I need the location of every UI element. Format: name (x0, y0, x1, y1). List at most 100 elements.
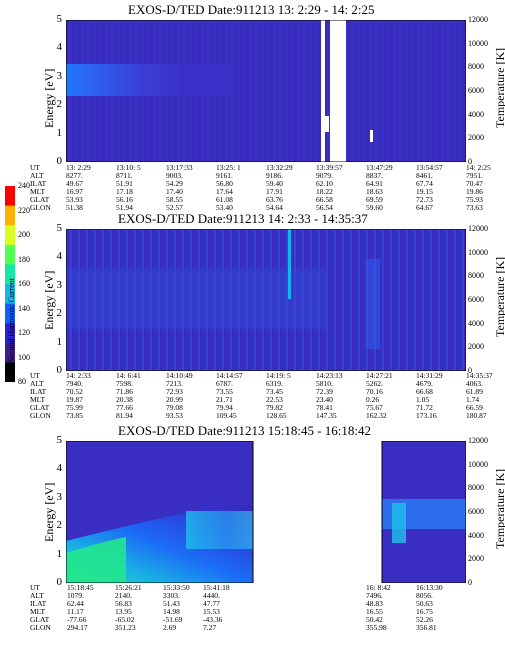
panel1-table-label: ALT (30, 171, 44, 180)
panel1-white-dash-b (370, 130, 373, 142)
panel3-table-label: UT (30, 583, 40, 592)
panel3-plot (66, 441, 466, 583)
panel2-table-cell: 128.65 (266, 411, 287, 420)
panel1-table-cell: 53.93 (66, 195, 83, 204)
panel3-band-high (186, 511, 253, 549)
panel3-ytick: 3 (56, 490, 63, 503)
panel1-table-cell: 64.67 (416, 203, 433, 212)
panel2-table-cell: 61.89 (466, 387, 483, 396)
panel1-table-label: GLAT (30, 195, 50, 204)
panel2-table-cell: 147.35 (316, 411, 337, 420)
panel2-table-cell: 1.05 (416, 395, 430, 404)
panel1-table-cell: 19.86 (466, 187, 483, 196)
panel2-ytick: 2 (56, 307, 63, 320)
colorbar-segment (5, 303, 15, 324)
panel2-ytick: 1 (56, 335, 63, 348)
panel3-table: UT ALT ILAT MLT GLAT GLON 15:18:45 1079. 62.44 11… (30, 583, 500, 636)
panel3-table-cell: 56.83 (115, 599, 132, 608)
panel1-white-gap-a (321, 20, 325, 162)
panel2-table-cell: 14:10:49 (166, 371, 193, 380)
panel1-table-cell: 13: 2:29 (66, 163, 91, 172)
panel2-table-cell: 180.87 (466, 411, 487, 420)
panel1-ytick: 2 (56, 98, 63, 111)
panel3-table-cell: 7.27 (203, 623, 217, 632)
panel3-table-label: MLT (30, 607, 46, 616)
panel1-ytick-right: 6000 (468, 86, 484, 95)
panel1-ytick: 4 (56, 41, 63, 54)
panel1-table-cell: 17.64 (216, 187, 233, 196)
panel2-table-cell: 7213. (166, 379, 183, 388)
panel1-table-cell: 72.73 (416, 195, 433, 204)
panel1-table-cell: 17.18 (116, 187, 133, 196)
panel3-ytick-right: 6000 (468, 507, 484, 516)
panel3-table-cell: 15:33:50 (163, 583, 190, 592)
panel1-table-cell: 51.94 (116, 203, 133, 212)
panel1-table-cell: 56.16 (116, 195, 133, 204)
panel1-table-cell: 14: 2:25 (466, 163, 491, 172)
panel2-ytick-right: 6000 (468, 295, 484, 304)
panel2-table-cell: 22.53 (266, 395, 283, 404)
panel2-table-label: ALT (30, 379, 44, 388)
panel3-ytick-right: 4000 (468, 530, 484, 540)
panel2-table-cell: 66.59 (466, 403, 483, 412)
panel1-table-label: MLT (30, 187, 46, 196)
panel2-table-cell: 21.71 (216, 395, 233, 404)
panel1-table-cell: 13:17:33 (166, 163, 193, 172)
panel2-table-cell: 73.55 (216, 387, 233, 396)
panel2-ytick-right: 12000 (468, 224, 488, 233)
panel2-band (66, 269, 326, 329)
panel2-ytick-right: 8000 (468, 271, 484, 281)
panel1-table-cell: 13:25: 1 (216, 163, 241, 172)
panel2-table-cell: 93.53 (166, 411, 183, 420)
colorbar-segment (5, 244, 15, 265)
panel3-table-cell: 15:41:18 (203, 583, 230, 592)
panel3-band-right-core (392, 503, 406, 543)
colorbar-ticks: 80 100 120 140 160 180 200 220 240 (18, 181, 32, 386)
panel1-white-dash-a (321, 116, 329, 132)
panel2-table: UT ALT ILAT MLT GLAT GLON 14: 2:33 7940. 70.52 19… (30, 371, 500, 424)
panel3-ytick-right: 0 (468, 578, 472, 587)
panel1-table-cell: 54.64 (266, 203, 283, 212)
panel3-table-cell: 355.98 (366, 623, 387, 632)
panel2-table-cell: 66.68 (416, 387, 433, 396)
panel2-table-label: GLON (30, 411, 51, 420)
panel1-ytick-right: 10000 (468, 38, 488, 48)
panel3-table-label: ILAT (30, 599, 47, 608)
panel1-table-cell: 51.91 (116, 179, 133, 188)
panel2-table-cell: 75.67 (366, 403, 383, 412)
panel1-table-cell: 13:47:29 (366, 163, 393, 172)
panel1-ytick: 0 (56, 155, 63, 167)
colorbar (5, 186, 15, 382)
panel2-table-label: UT (30, 371, 40, 380)
panel2-table-cell: 20.38 (116, 395, 133, 404)
panel1-ytick: 3 (56, 69, 63, 82)
panel1-table-cell: 67.74 (416, 179, 433, 188)
panel1-ytick: 5 (56, 13, 63, 25)
panel2-table-cell: 4063. (466, 379, 483, 388)
panel2-table-cell: 73.45 (266, 387, 283, 396)
panel3-table-cell: 52.26 (416, 615, 433, 624)
panel2-table-cell: 0.26 (366, 395, 380, 404)
panel2-table-label: GLAT (30, 403, 50, 412)
panel1-table-cell: 13:32:29 (266, 163, 293, 172)
panel1-table-cell: 51.38 (66, 203, 83, 212)
panel2-table-cell: 71.86 (116, 387, 133, 396)
panel2-table-cell: 79.94 (216, 403, 233, 412)
panel3-ytick: 2 (56, 519, 63, 532)
panel1-table-cell: 49.67 (66, 179, 83, 188)
panel3-data-gap (253, 441, 382, 583)
colorbar-tick: 220 (18, 205, 30, 215)
panel1-table-cell: 9186. (266, 171, 283, 180)
panel1-table-label: UT (30, 163, 40, 172)
panel3-frame-left (66, 441, 254, 583)
panel3-table-cell: 7496. (366, 591, 383, 600)
panel3-table-cell: 2140. (115, 591, 132, 600)
panel1-table-label: GLON (30, 203, 51, 212)
panel1-table-cell: 17.40 (166, 187, 183, 196)
colorbar-segment (5, 264, 15, 285)
colorbar-tick: 120 (18, 328, 30, 337)
panel1-ytick-right: 8000 (468, 62, 484, 72)
panel3-table-cell: 4440. (203, 591, 220, 600)
panel3-table-cell: 50.63 (416, 599, 433, 608)
colorbar-segment (5, 342, 15, 363)
